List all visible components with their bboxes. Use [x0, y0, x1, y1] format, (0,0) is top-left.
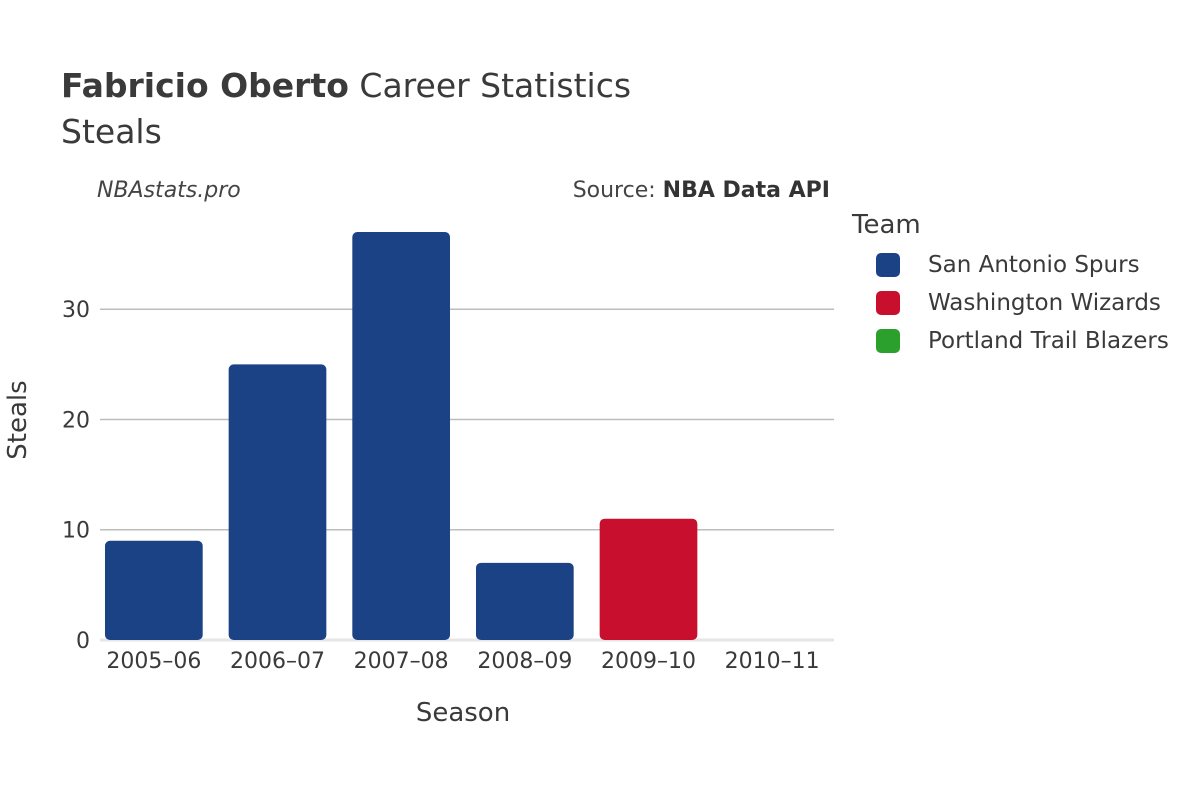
source-name: NBA Data API [662, 178, 830, 203]
legend-label: San Antonio Spurs [928, 252, 1140, 278]
bar [352, 232, 451, 641]
source-credit: Source: NBA Data API [573, 178, 830, 203]
source-prefix: Source: [572, 178, 663, 203]
y-tick-label: 20 [62, 408, 90, 433]
legend-title: Team [852, 210, 921, 240]
chart-title-suffix: Career Statistics [359, 66, 632, 105]
watermark: NBAstats.pro [97, 178, 241, 203]
legend-label: Portland Trail Blazers [928, 328, 1169, 354]
x-axis-label: Season [416, 698, 510, 728]
y-tick-label: 0 [76, 629, 90, 654]
x-tick-label: 2006–07 [230, 649, 325, 674]
legend-swatch [876, 253, 900, 277]
chart-subtitle: Steals [61, 112, 162, 151]
bar [104, 540, 203, 640]
bar [228, 364, 327, 640]
legend-item-washington-wizards[interactable]: Washington Wizards [852, 284, 1169, 322]
legend-label: Washington Wizards [928, 290, 1161, 316]
bar [599, 518, 698, 640]
chart-title-player: Fabricio Oberto [61, 66, 349, 105]
x-tick-label: 2009–10 [601, 649, 696, 674]
grid-lines [100, 308, 834, 642]
x-tick-label: 2008–09 [477, 649, 572, 674]
y-tick-label: 30 [62, 298, 90, 323]
chart-title: Fabricio Oberto Career Statistics [61, 66, 631, 105]
x-tick-label: 2010–11 [725, 649, 820, 674]
legend-swatch [876, 291, 900, 315]
bar [475, 562, 574, 640]
legend-swatch [876, 329, 900, 353]
y-axis-label: Steals [3, 380, 33, 459]
axis-ticks: 0 10 20 30 2005–06 2006–07 2007–08 2008–09 2009–… [62, 298, 820, 674]
legend-item-san-antonio-spurs[interactable]: San Antonio Spurs [852, 246, 1169, 284]
y-tick-label: 10 [62, 519, 90, 544]
legend-item-portland-trail-blazers[interactable]: Portland Trail Blazers [852, 322, 1169, 360]
x-tick-label: 2007–08 [354, 649, 449, 674]
legend: Team San Antonio Spurs Washington Wizard… [852, 210, 1169, 360]
x-tick-label: 2005–06 [106, 649, 201, 674]
bars [104, 232, 698, 641]
